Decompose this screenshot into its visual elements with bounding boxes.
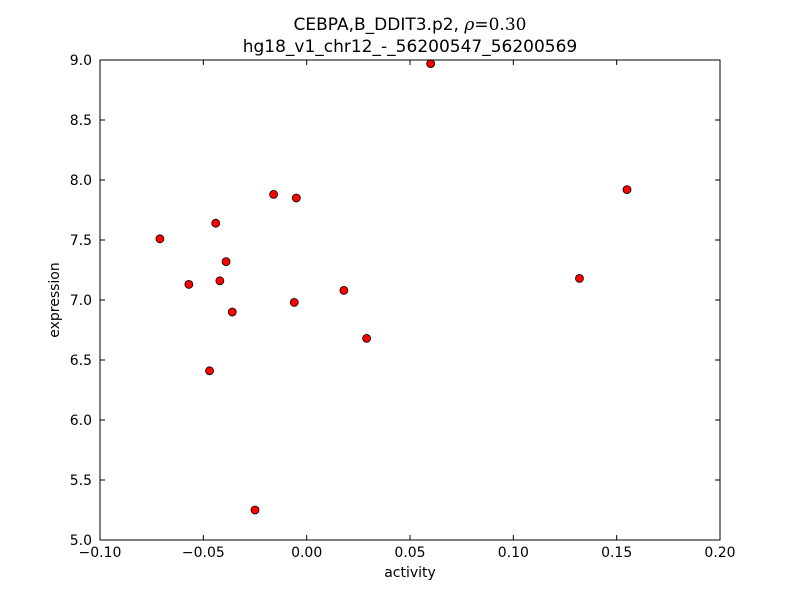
x-tick-label: 0.15 <box>601 545 632 561</box>
y-tick-label: 6.5 <box>70 353 92 369</box>
y-tick-label: 8.5 <box>70 113 92 129</box>
data-point <box>622 185 632 195</box>
data-point <box>339 285 349 295</box>
x-tick-label: 0.05 <box>394 545 425 561</box>
data-point <box>227 307 237 317</box>
y-tick-label: 7.5 <box>70 233 92 249</box>
data-point <box>269 189 279 199</box>
x-tick-label: 0.20 <box>704 545 735 561</box>
data-point <box>155 234 165 244</box>
data-point <box>184 279 194 289</box>
y-tick-label: 5.5 <box>70 473 92 489</box>
x-tick-label: −0.10 <box>79 545 122 561</box>
plot-frame <box>99 59 721 541</box>
data-point <box>426 59 436 68</box>
data-point <box>362 333 372 343</box>
y-tick-label: 8.0 <box>70 173 92 189</box>
title-prefix: CEBPA,B_DDIT3.p2, <box>294 15 465 35</box>
x-tick-label: −0.05 <box>182 545 225 561</box>
data-point <box>215 276 225 286</box>
data-point <box>575 273 584 283</box>
data-point <box>221 257 231 267</box>
axis-ticks: −0.10 −0.05 0.00 0.05 0.10 0.15 0.20 5.0 5.5 6.0 6… <box>70 53 736 561</box>
x-axis-label: activity <box>384 565 436 581</box>
x-tick-label: 0.10 <box>498 545 529 561</box>
y-tick-label: 6.0 <box>70 413 92 429</box>
y-tick-label: 5.0 <box>70 533 92 549</box>
title-rho-symbol: ρ <box>463 15 474 35</box>
y-tick-label: 7.0 <box>70 293 92 309</box>
data-point <box>291 193 301 203</box>
chart-title-line2: hg18_v1_chr12_-_56200547_56200569 <box>243 37 578 57</box>
y-tick-label: 9.0 <box>70 53 92 69</box>
x-tick-label: 0.00 <box>291 545 322 561</box>
data-point <box>205 366 214 376</box>
data-point <box>289 297 299 307</box>
chart-title-line1: CEBPA,B_DDIT3.p2, ρ=0.30 <box>294 15 527 35</box>
y-axis-label: expression <box>47 262 63 338</box>
data-point <box>211 218 221 228</box>
title-rho-value: =0.30 <box>474 15 526 35</box>
data-points <box>155 59 632 515</box>
data-point <box>250 505 260 515</box>
